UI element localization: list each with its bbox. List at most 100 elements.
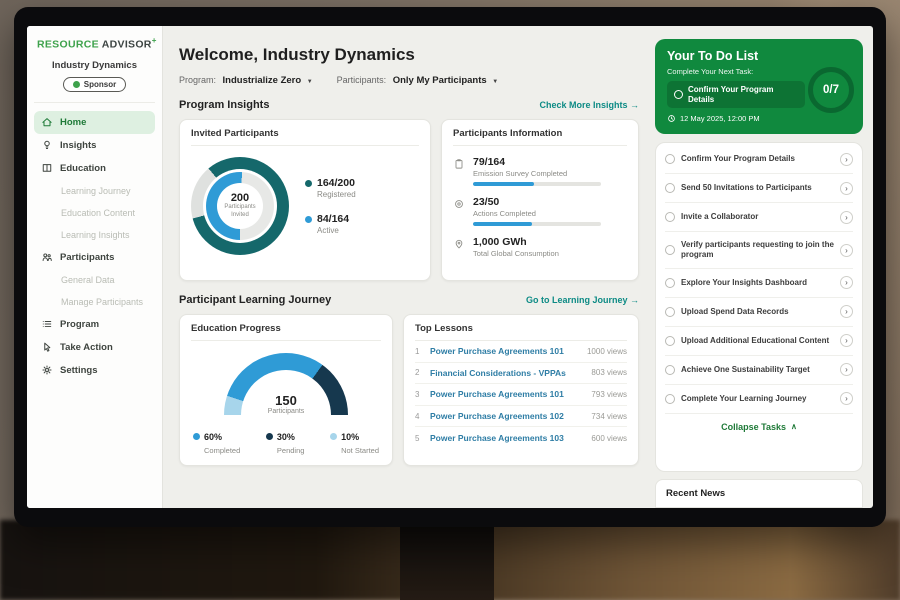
task-row[interactable]: Verify participants requesting to join t… — [665, 232, 853, 269]
stat-body: 79/164 Emission Survey Completed — [473, 156, 601, 186]
task-row[interactable]: Upload Spend Data Records › — [665, 298, 853, 327]
chevron-right-icon[interactable]: › — [840, 392, 853, 406]
task-row[interactable]: Explore Your Insights Dashboard › — [665, 269, 853, 298]
task-label: Upload Additional Educational Content — [681, 335, 830, 345]
logo-plus: + — [151, 36, 157, 45]
sidebar-item-home[interactable]: Home — [34, 110, 155, 134]
task-checkbox[interactable] — [665, 393, 675, 404]
chevron-right-icon[interactable]: › — [840, 334, 853, 348]
check-more-insights-link[interactable]: Check More Insights → — [539, 100, 639, 110]
gauge-center-label: Participants — [267, 408, 305, 415]
progress-fill — [473, 222, 532, 226]
next-task-pill[interactable]: Confirm Your Program Details — [667, 81, 805, 109]
sidebar-item-label: Take Action — [60, 341, 113, 353]
invited-card-body: 200 Participants Invited 164/200 Registe… — [191, 157, 419, 255]
program-insights-header: Program Insights Check More Insights → — [179, 99, 639, 111]
task-row[interactable]: Achieve One Sustainability Target › — [665, 356, 853, 385]
legend-item-completed: 60% Completed — [193, 427, 240, 455]
legend-dot-teal — [305, 180, 312, 187]
sidebar-item-label: Participants — [60, 251, 115, 263]
sidebar-item-participants[interactable]: Participants — [34, 246, 155, 269]
task-row[interactable]: Confirm Your Program Details › — [665, 145, 853, 175]
legend-pct: 10% — [341, 432, 360, 442]
lesson-row: 2 Financial Considerations - VPPAs 803 v… — [415, 363, 627, 385]
task-checkbox[interactable] — [665, 335, 675, 346]
sidebar-item-education-content[interactable]: Education Content — [34, 202, 155, 224]
collapse-label: Collapse Tasks — [721, 421, 786, 432]
collapse-tasks-button[interactable]: Collapse Tasks ∧ — [665, 414, 853, 439]
task-checkbox[interactable] — [665, 364, 675, 375]
participants-dropdown-value: Only My Participants — [392, 75, 487, 86]
task-row[interactable]: Complete Your Learning Journey › — [665, 385, 853, 414]
page-title: Welcome, Industry Dynamics — [179, 45, 415, 64]
lesson-link[interactable]: Power Purchase Agreements 103 — [430, 433, 564, 444]
stat-label: Total Global Consumption — [473, 249, 559, 258]
task-row[interactable]: Invite a Collaborator › — [665, 203, 853, 233]
donut-center: 200 Participants Invited — [217, 183, 263, 229]
lesson-row: 1 Power Purchase Agreements 101 1000 vie… — [415, 341, 627, 363]
sidebar-item-education[interactable]: Education — [34, 157, 155, 180]
sponsor-badge: Sponsor — [62, 76, 127, 92]
go-to-learning-journey-link[interactable]: Go to Learning Journey → — [526, 295, 639, 305]
chevron-right-icon[interactable]: › — [840, 181, 853, 195]
invited-legend: 164/200 Registered 84/164 Active — [305, 177, 356, 235]
lesson-link[interactable]: Power Purchase Agreements 101 — [430, 389, 564, 400]
sidebar-item-insights[interactable]: Insights — [34, 134, 155, 157]
lesson-link[interactable]: Financial Considerations - VPPAs — [430, 367, 566, 378]
task-checkbox[interactable] — [665, 306, 675, 317]
sponsor-icon — [72, 80, 80, 88]
sidebar-item-take-action[interactable]: Take Action — [34, 336, 155, 359]
chevron-right-icon[interactable]: › — [840, 152, 853, 166]
chevron-right-icon[interactable]: › — [840, 243, 853, 257]
sidebar-item-program[interactable]: Program — [34, 313, 155, 336]
lesson-link[interactable]: Power Purchase Agreements 102 — [430, 411, 564, 422]
stat-body: 23/50 Actions Completed — [473, 196, 601, 226]
stat-value: 1,000 GWh — [473, 236, 527, 248]
sidebar-item-learning-insights[interactable]: Learning Insights — [34, 224, 155, 246]
task-checkbox[interactable] — [665, 183, 675, 194]
chevron-right-icon[interactable]: › — [840, 305, 853, 319]
task-row[interactable]: Upload Additional Educational Content › — [665, 327, 853, 356]
lesson-views: 734 views — [591, 411, 627, 421]
sidebar-item-label: Home — [60, 116, 87, 128]
task-checkbox[interactable] — [674, 90, 683, 100]
progress-bar — [473, 182, 601, 186]
task-label: Confirm Your Program Details — [681, 153, 795, 163]
legend-pct: 60% — [204, 432, 223, 442]
list-icon — [42, 320, 52, 328]
sidebar-item-settings[interactable]: Settings — [34, 359, 155, 382]
target-icon — [455, 200, 463, 208]
sidebar-menu: Home Insights Education Learning Journey… — [34, 110, 155, 382]
top-lessons-card: Top Lessons 1 Power Purchase Agreements … — [403, 314, 639, 466]
sidebar-item-learning-journey[interactable]: Learning Journey — [34, 180, 155, 202]
book-icon — [42, 164, 52, 172]
sidebar-item-label: Education Content — [61, 207, 136, 218]
stat-emission-survey: 79/164 Emission Survey Completed — [453, 156, 627, 186]
stat-label: Emission Survey Completed — [473, 169, 568, 178]
program-dropdown[interactable]: Program: Industrialize Zero ▼ — [179, 75, 313, 86]
task-checkbox[interactable] — [665, 154, 675, 165]
legend-value: 84/164 — [317, 213, 350, 225]
lesson-link[interactable]: Power Purchase Agreements 101 — [430, 346, 564, 357]
chevron-right-icon[interactable]: › — [840, 210, 853, 224]
participants-dropdown-label: Participants: — [336, 75, 387, 85]
sidebar-item-general-data[interactable]: General Data — [34, 269, 155, 291]
participants-information-card: Participants Information 79/164 Emission… — [441, 119, 639, 281]
sidebar-item-label: Learning Journey — [61, 185, 131, 196]
cursor-icon — [44, 342, 51, 352]
education-legend: 60% Completed 30% Pending 10% Not Starte… — [191, 427, 381, 455]
sidebar-item-manage-participants[interactable]: Manage Participants — [34, 291, 155, 313]
legend-dot-blue — [193, 433, 200, 440]
task-checkbox[interactable] — [665, 277, 675, 288]
chevron-right-icon[interactable]: › — [840, 276, 853, 290]
filters-row: Program: Industrialize Zero ▼ Participan… — [179, 75, 639, 86]
participants-dropdown[interactable]: Participants: Only My Participants ▼ — [337, 75, 499, 86]
chevron-right-icon[interactable]: › — [840, 363, 853, 377]
task-checkbox[interactable] — [665, 212, 675, 223]
legend-pct: 30% — [276, 432, 295, 442]
task-row[interactable]: Send 50 Invitations to Participants › — [665, 174, 853, 204]
section-title: Participant Learning Journey — [179, 294, 332, 306]
task-checkbox[interactable] — [665, 245, 675, 256]
learning-cards-row: Education Progress 150 Participants 60% … — [179, 314, 639, 466]
legend-label: Pending — [276, 446, 305, 455]
